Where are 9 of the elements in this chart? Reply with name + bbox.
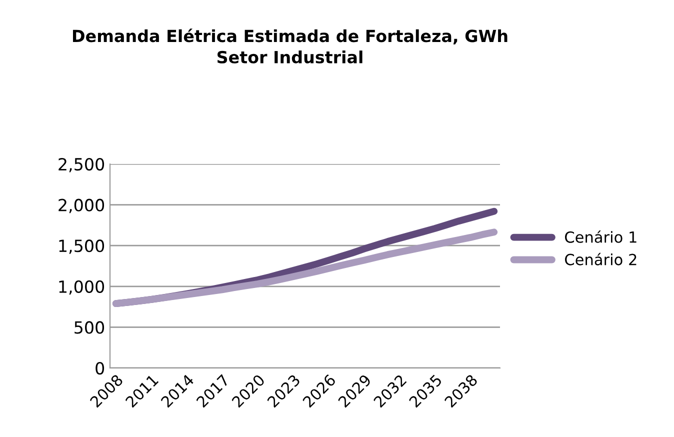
y-tick-label: 1,500 xyxy=(59,240,104,254)
y-tick-label: 0 xyxy=(96,362,104,375)
y-tick-label: 1,000 xyxy=(59,280,104,295)
y-tick-label: 2,500 xyxy=(58,158,104,172)
y-tick-label: 500 xyxy=(74,321,104,334)
y-tick-label: 2,000 xyxy=(58,198,104,214)
chart-title: Demanda Elétrica Estimada de Fortaleza, GWh Setor Industrial xyxy=(72,28,508,64)
legend-label: Cenário 2 xyxy=(565,252,636,266)
legend-label: Cenário 1 xyxy=(565,230,636,243)
